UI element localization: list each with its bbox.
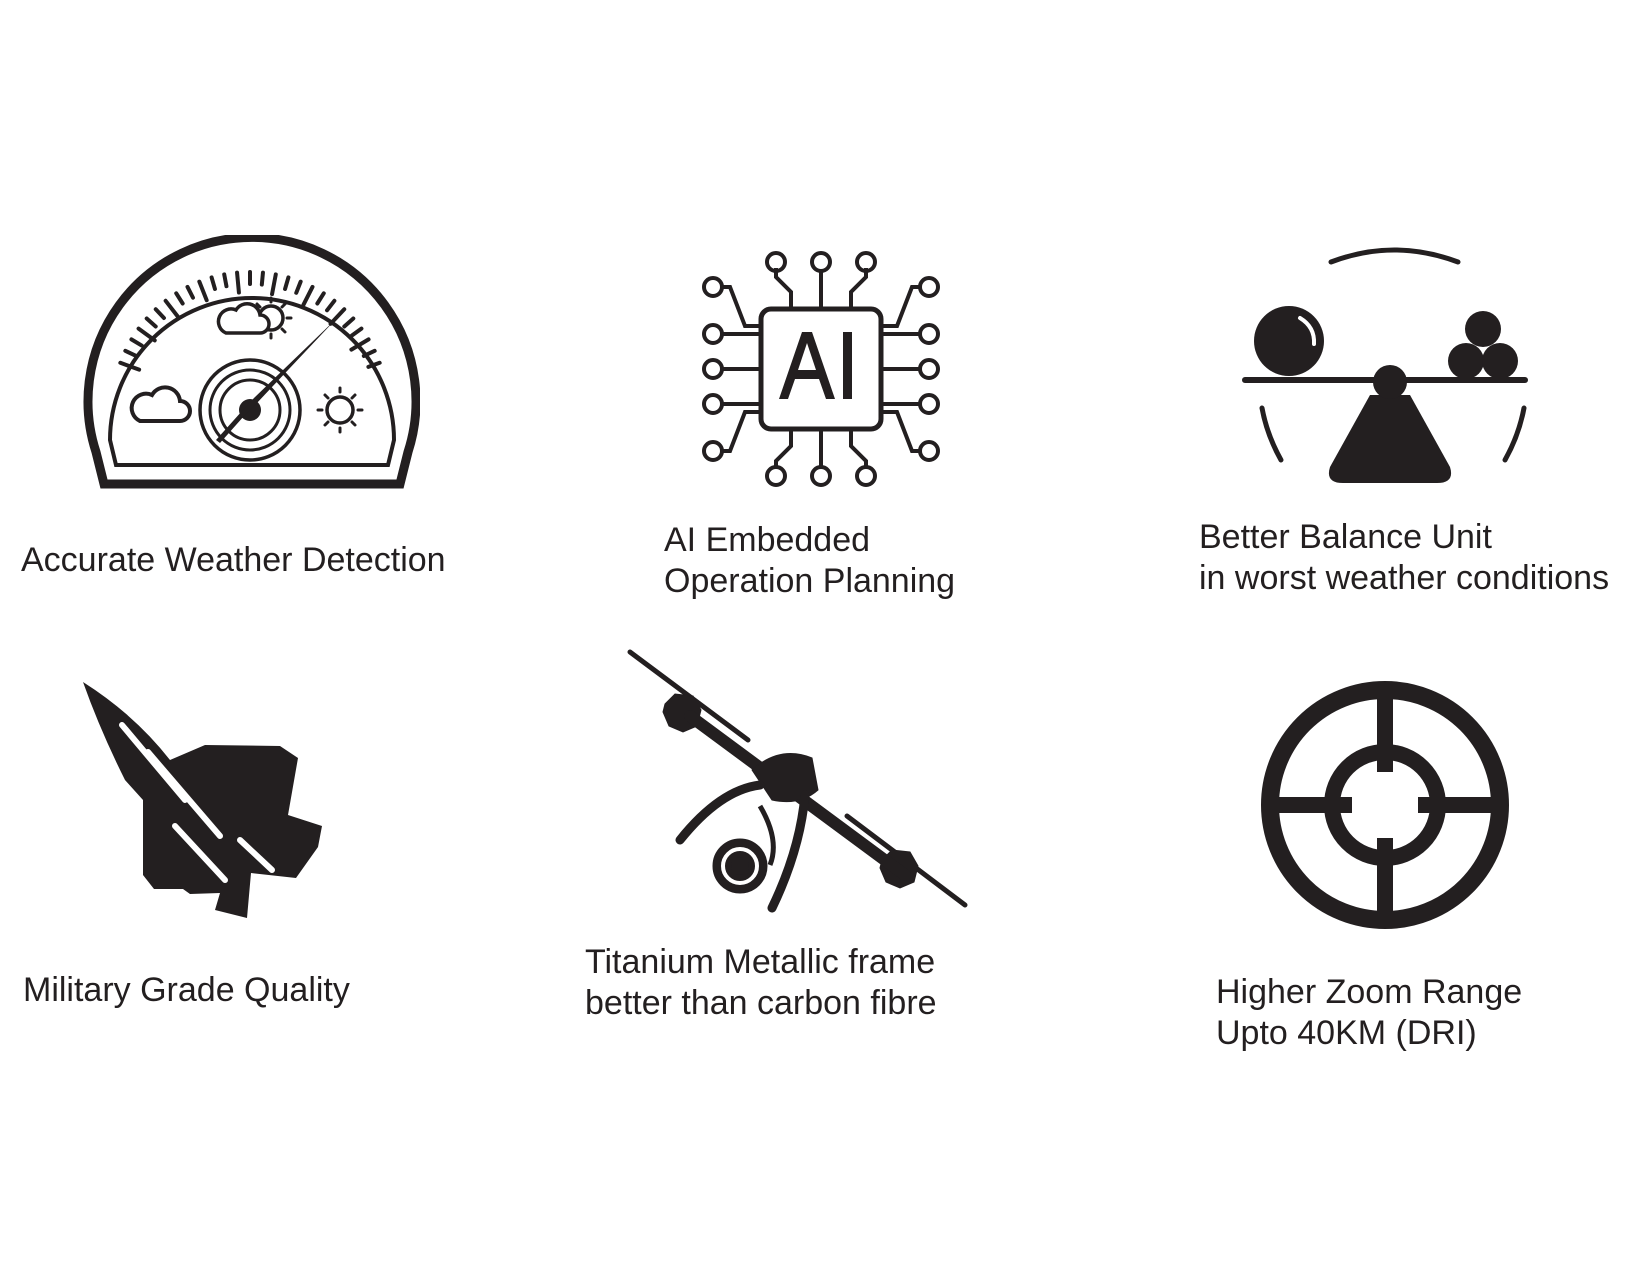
feature-line: AI Embedded [664,521,871,559]
gauge-tick [270,272,278,297]
gauge-tick [361,348,377,358]
feature-label-zoom: Higher Zoom Range Upto 40KM (DRI) [1216,972,1522,1054]
feature-line: Higher Zoom Range [1216,973,1523,1011]
balance-scale-icon [1242,247,1528,483]
gauge-tick [294,279,303,295]
drone-icon [627,649,968,913]
feature-line: Upto 40KM (DRI) [1216,1014,1477,1052]
gauge-tick [136,326,157,343]
gauge-tick [366,360,382,369]
weather-gauge-icon [83,235,420,489]
gauge-tick [301,284,315,307]
gauge-tick [283,275,291,291]
feature-label-balance: Better Balance Unit in worst weather con… [1199,517,1609,599]
gauge-tick [259,270,265,287]
gauge-tick [153,307,166,320]
crosshair-target-icon [1261,681,1509,929]
feature-line: better than carbon fibre [585,984,937,1022]
gauge-tick [349,326,364,338]
feature-label-military: Military Grade Quality [23,970,350,1011]
feature-line: Accurate Weather Detection [21,541,446,579]
gauge-tick [129,337,144,348]
feature-label-weather: Accurate Weather Detection [21,540,446,581]
fighter-jet-icon [83,682,322,918]
gauge-tick [144,316,158,329]
gauge-tick [118,360,142,372]
feature-label-frame: Titanium Metallic frame better than carb… [585,942,937,1024]
gauge-tick [185,284,195,300]
gauge-tick [349,337,371,352]
feature-label-ai: AI Embedded Operation Planning [664,520,955,602]
gauge-tick [222,272,229,289]
gauge-tick [163,298,180,319]
gauge-tick [197,279,209,303]
feature-line: Military Grade Quality [23,971,350,1009]
feature-line: Operation Planning [664,562,956,600]
ai-chip-icon [702,251,940,487]
gauge-tick [174,291,185,306]
gauge-tick [315,291,326,306]
gauge-tick [123,348,139,358]
gauge-tick [328,307,347,326]
gauge-tick [209,275,217,291]
feature-line: in worst weather conditions [1199,559,1610,597]
feature-line: Titanium Metallic frame [585,943,936,981]
gauge-tick [342,316,356,329]
gauge-tick [235,270,241,295]
gauge-tick [325,298,337,313]
feature-line: Better Balance Unit [1199,518,1492,556]
